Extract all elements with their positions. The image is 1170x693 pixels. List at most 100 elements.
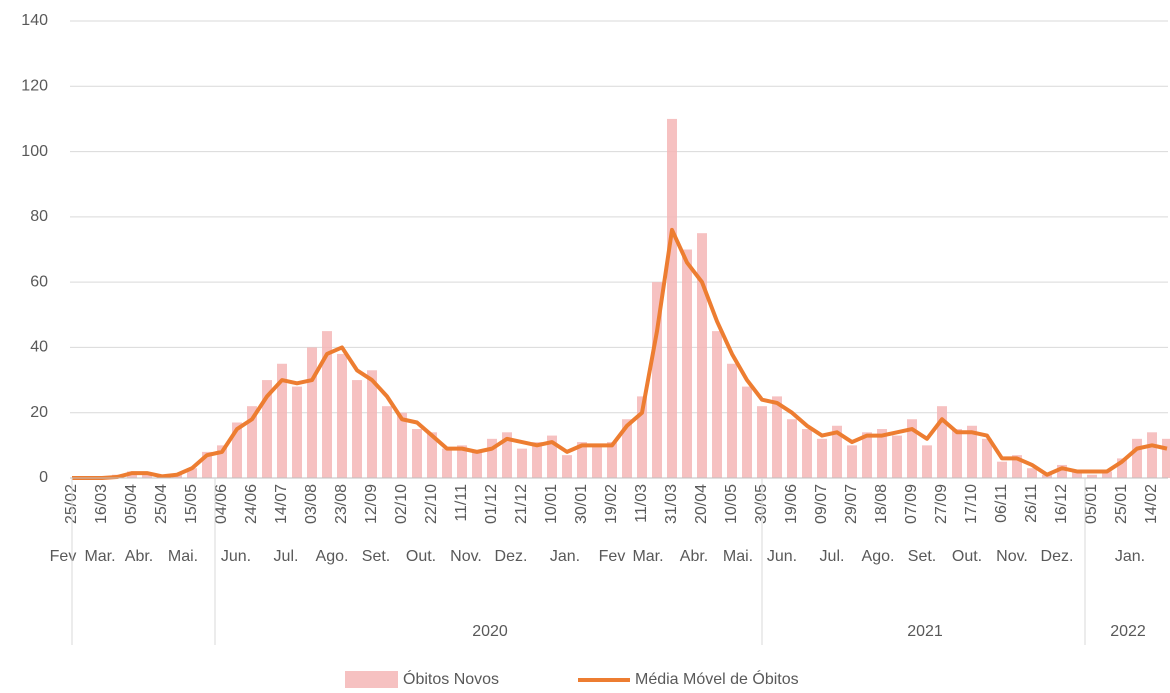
x-tick-label: 21/12	[513, 484, 530, 524]
month-label: Out.	[406, 548, 436, 565]
bar	[877, 429, 887, 478]
y-tick-label: 120	[21, 78, 48, 95]
bar	[202, 451, 212, 478]
bar	[607, 442, 617, 478]
bar	[907, 419, 917, 478]
year-label: 2020	[472, 623, 508, 640]
month-label: Mai.	[168, 548, 198, 565]
bar	[427, 432, 437, 478]
bar	[1162, 438, 1170, 478]
x-tick-label: 27/09	[933, 484, 950, 524]
bar	[262, 380, 272, 478]
bar	[757, 406, 767, 478]
x-tick-label: 10/01	[543, 484, 560, 524]
legend-swatch	[345, 671, 398, 688]
bar	[772, 396, 782, 478]
bar	[817, 438, 827, 478]
bar	[682, 249, 692, 478]
y-tick-label: 80	[30, 208, 48, 225]
y-tick-label: 0	[39, 469, 48, 486]
bar	[967, 425, 977, 478]
bar	[1132, 438, 1142, 478]
x-tick-label: 05/01	[1083, 484, 1100, 524]
x-tick-label: 17/10	[963, 484, 980, 524]
legend-label: Média Móvel de Óbitos	[635, 669, 799, 688]
x-tick-label: 06/11	[993, 484, 1010, 523]
bar	[442, 448, 452, 478]
bar	[517, 448, 527, 478]
month-label: Fev	[599, 548, 626, 565]
x-tick-label: 19/06	[783, 484, 800, 524]
bar	[547, 435, 557, 478]
x-tick-label: 16/03	[93, 484, 110, 524]
x-tick-label: 10/05	[723, 484, 740, 524]
month-label: Mar.	[84, 548, 115, 565]
bar	[277, 363, 287, 478]
bar	[1147, 432, 1157, 478]
year-label: 2021	[907, 623, 943, 640]
bar	[397, 412, 407, 478]
bar	[742, 386, 752, 478]
legend-label: Óbitos Novos	[403, 669, 499, 688]
x-tick-label: 29/07	[843, 484, 860, 524]
bar	[622, 419, 632, 478]
x-tick-label: 12/09	[363, 484, 380, 524]
month-label: Mar.	[632, 548, 663, 565]
month-label: Jun.	[767, 548, 797, 565]
bar	[847, 445, 857, 478]
month-label: Set.	[908, 548, 936, 565]
month-label: Mai.	[723, 548, 753, 565]
x-tick-label: 04/06	[213, 484, 230, 524]
bar	[637, 396, 647, 478]
x-tick-label: 24/06	[243, 484, 260, 524]
month-label: Dez.	[1041, 548, 1074, 565]
bar	[652, 282, 662, 478]
bar	[1057, 464, 1067, 478]
bar	[952, 429, 962, 478]
bar	[922, 445, 932, 478]
bar	[1117, 458, 1127, 478]
bar	[937, 406, 947, 478]
bar	[337, 353, 347, 478]
x-tick-label: 26/11	[1023, 484, 1040, 523]
bar	[862, 432, 872, 478]
y-tick-label: 60	[30, 273, 48, 290]
bar	[232, 422, 242, 478]
month-label: Dez.	[495, 548, 528, 565]
month-label: Jun.	[221, 548, 251, 565]
month-label: Nov.	[450, 548, 482, 565]
bar	[247, 406, 257, 478]
month-label: Fev	[50, 548, 77, 565]
bar	[562, 455, 572, 478]
bar	[727, 363, 737, 478]
bar	[487, 438, 497, 478]
bar	[667, 118, 677, 478]
month-label: Jan.	[550, 548, 580, 565]
month-label: Set.	[362, 548, 390, 565]
bar	[1012, 455, 1022, 478]
x-tick-label: 15/05	[183, 484, 200, 524]
y-tick-label: 100	[21, 143, 48, 160]
y-tick-label: 140	[21, 12, 48, 29]
x-tick-label: 25/04	[153, 484, 170, 524]
month-label: Nov.	[996, 548, 1028, 565]
month-label: Ago.	[862, 548, 895, 565]
bar	[592, 445, 602, 478]
x-tick-label: 09/07	[813, 484, 830, 524]
bar	[1072, 471, 1082, 478]
x-tick-label: 01/12	[483, 484, 500, 524]
x-tick-label: 19/02	[603, 484, 620, 524]
bar	[307, 347, 317, 478]
bar	[892, 435, 902, 478]
bar	[832, 425, 842, 478]
bar	[802, 429, 812, 478]
x-tick-label: 20/04	[693, 484, 710, 524]
x-tick-label: 14/07	[273, 484, 290, 524]
x-tick-label: 11/03	[633, 484, 650, 523]
bar	[322, 331, 332, 478]
x-tick-label: 25/01	[1113, 484, 1130, 524]
bar	[787, 419, 797, 478]
month-label: Jul.	[274, 548, 299, 565]
bar	[997, 461, 1007, 478]
